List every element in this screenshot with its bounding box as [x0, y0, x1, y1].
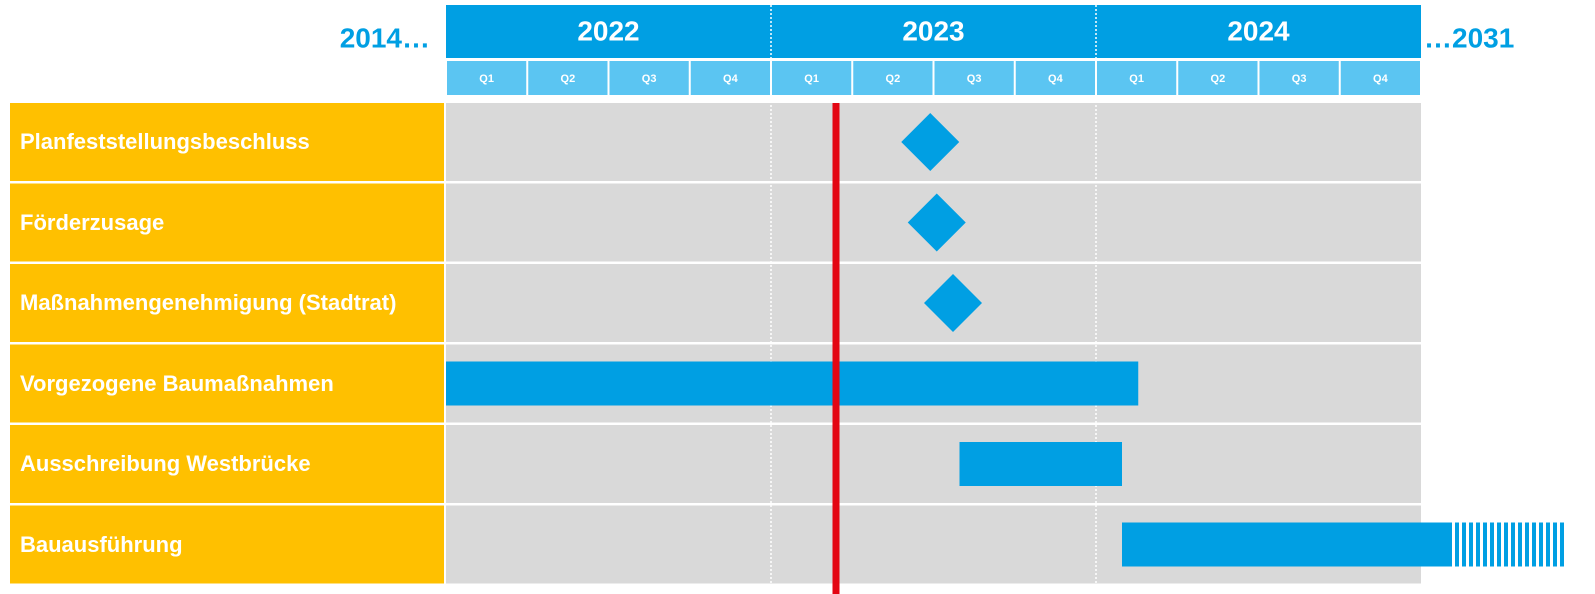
quarter-header — [447, 61, 527, 95]
quarter-label: Q1 — [804, 73, 819, 85]
task-label: Maßnahmengenehmigung (Stadtrat) — [20, 290, 397, 315]
label-cell — [10, 505, 444, 584]
task-label: Bauausführung — [20, 531, 183, 557]
range-start-label: 2014… — [340, 22, 430, 53]
quarter-header — [1340, 61, 1420, 95]
task-label: Förderzusage — [20, 209, 165, 235]
continuation-stripe — [1462, 522, 1466, 567]
year-label: 2024 — [1227, 15, 1290, 46]
continuation-stripe — [1525, 522, 1529, 567]
continuation-stripe — [1511, 522, 1515, 567]
quarter-label: Q3 — [967, 73, 982, 85]
quarter-header — [1015, 61, 1095, 95]
quarter-header — [528, 61, 608, 95]
task-label: Planfeststellungsbeschluss — [20, 129, 310, 154]
year-header — [1096, 5, 1421, 58]
continuation-stripe — [1518, 522, 1522, 567]
task-bar — [1122, 522, 1452, 567]
quarter-label: Q4 — [1048, 73, 1064, 85]
quarter-label: Q2 — [886, 73, 901, 85]
milestone — [924, 274, 982, 332]
year-label: 2023 — [902, 15, 964, 46]
continuation-stripe — [1476, 522, 1480, 567]
quarter-label: Q1 — [479, 73, 494, 85]
quarter-header — [1097, 61, 1177, 95]
quarter-label: Q2 — [561, 73, 576, 85]
quarter-header — [690, 61, 770, 95]
milestone — [901, 113, 960, 171]
year-label: 2022 — [577, 15, 639, 46]
quarter-label: Q2 — [1211, 73, 1226, 85]
year-header — [771, 5, 1096, 58]
quarter-header — [934, 61, 1014, 95]
continuation-stripe — [1483, 522, 1487, 567]
year-header — [446, 5, 771, 58]
continuation-stripe — [1504, 522, 1508, 567]
quarter-header — [853, 61, 933, 95]
milestone — [907, 193, 966, 252]
continuation-stripe — [1497, 522, 1501, 567]
label-cell — [10, 344, 444, 423]
continuation-stripe — [1455, 522, 1459, 567]
quarter-label: Q3 — [642, 73, 657, 85]
task-label: Vorgezogene Baumaßnahmen — [20, 370, 334, 396]
continuation-stripe — [1560, 522, 1564, 567]
continuation-stripe — [1490, 522, 1494, 567]
quarter-header — [609, 61, 689, 95]
continuation-stripe — [1532, 522, 1536, 567]
continuation-stripe — [1546, 522, 1550, 567]
label-cell — [10, 183, 444, 262]
continuation-stripe — [1539, 522, 1543, 567]
quarter-label: Q1 — [1129, 73, 1144, 85]
range-end-label: …2031 — [1424, 22, 1514, 53]
quarter-header — [1259, 61, 1339, 95]
task-label: Ausschreibung Westbrücke — [20, 451, 311, 476]
quarter-label: Q3 — [1292, 73, 1307, 85]
task-bar — [959, 442, 1122, 486]
task-marks — [446, 113, 1564, 567]
task-bar — [446, 361, 1139, 406]
quarter-label: Q4 — [723, 73, 739, 85]
label-cell — [10, 103, 444, 181]
label-cell — [10, 264, 444, 342]
continuation-stripe — [1553, 522, 1557, 567]
row-background — [446, 425, 1421, 503]
quarter-label: Q4 — [1373, 73, 1389, 85]
continuation-stripe — [1469, 522, 1473, 567]
label-cell — [10, 425, 444, 503]
quarter-header — [1178, 61, 1258, 95]
quarter-header — [772, 61, 852, 95]
